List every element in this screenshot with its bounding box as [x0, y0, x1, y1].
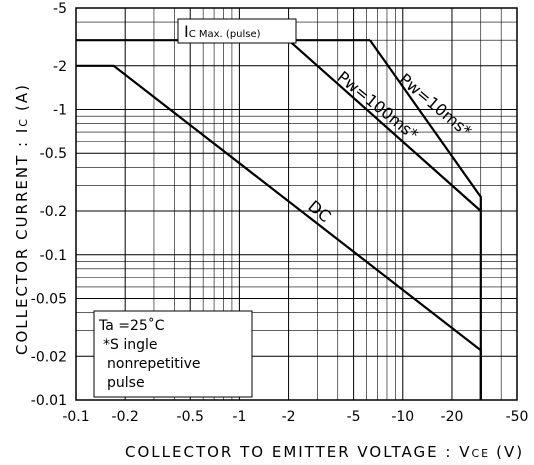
y-tick-label: -1	[53, 103, 67, 119]
pw-10ms-line	[369, 39, 482, 400]
y-tick-label: -2	[53, 59, 67, 75]
y-tick-label: -0.1	[40, 248, 67, 264]
condition-single: *S ingle	[103, 337, 158, 353]
curves	[76, 39, 482, 400]
y-tick-label: -0.01	[31, 393, 67, 409]
x-tick-label: -5	[347, 409, 361, 425]
y-tick-label: -5	[53, 1, 67, 17]
x-tick-label: -2	[282, 409, 296, 425]
x-tick-label: -10	[391, 409, 414, 425]
pw-100ms-line	[287, 39, 482, 212]
condition-pulse: pulse	[107, 375, 145, 391]
dc-line	[76, 64, 482, 400]
x-tick-label: -0.2	[112, 409, 139, 425]
y-tick-labels: -5 -2 -1 -0.5 -0.2 -0.1 -0.05 -0.02 -0.01	[31, 1, 67, 409]
condition-nonrepetitive: nonrepetitive	[107, 356, 201, 372]
ic-max-label-box	[177, 18, 297, 44]
condition-ta: Ta =25˚C	[98, 317, 165, 334]
ic-max-label: IC Max. (pulse)	[184, 22, 261, 41]
x-tick-label: -0.1	[62, 409, 89, 425]
y-tick-label: -0.02	[31, 349, 67, 365]
x-tick-label: -20	[441, 409, 464, 425]
conditions-box	[93, 310, 253, 398]
x-tick-labels: -0.1 -0.2 -0.5 -1 -2 -5 -10 -20 -50	[62, 409, 528, 425]
x-tick-label: -50	[506, 409, 529, 425]
y-tick-label: -0.5	[40, 146, 67, 162]
plot-frame	[75, 7, 518, 401]
y-tick-label: -0.2	[40, 204, 67, 220]
y-axis-title: COLLECTOR CURRENT : IC(A)	[13, 83, 31, 355]
x-axis-title: COLLECTOR TO EMITTER VOLTAGE : VCE (V)	[125, 443, 524, 461]
y-tick-label: -0.05	[31, 291, 67, 307]
x-tick-label: -0.5	[177, 409, 204, 425]
x-tick-label: -1	[232, 409, 246, 425]
dc-label: DC	[304, 197, 334, 227]
